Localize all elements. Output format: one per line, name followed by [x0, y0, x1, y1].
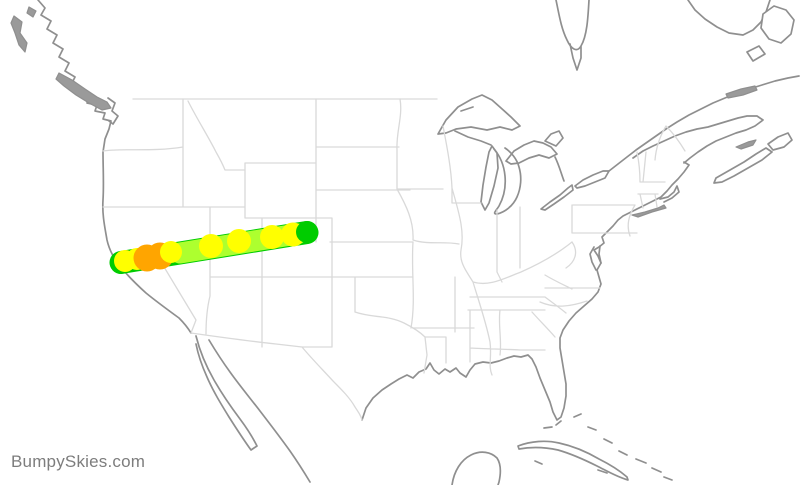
- nova-scotia: [713, 147, 773, 184]
- turbulence-marker-yellow: [199, 234, 223, 258]
- georgian-bay: [544, 130, 564, 147]
- isle-royale: [460, 106, 474, 112]
- cuba-coastline: [517, 440, 629, 481]
- prince-edward-island: [735, 139, 757, 150]
- coastlines: [10, 0, 800, 485]
- cape-cod: [659, 185, 680, 203]
- turbulence-marker-yellow: [227, 229, 251, 253]
- turbulence-marker-yellow: [260, 225, 284, 249]
- baja-california-coastline: [195, 335, 258, 451]
- turbulence-marker-green: [296, 221, 318, 243]
- florida-keys: [543, 420, 562, 429]
- st-lawrence-north-shore: [608, 75, 800, 172]
- bahamas-islands: [573, 413, 673, 481]
- lake-superior: [437, 94, 521, 135]
- michigan-peninsulas-outline: [454, 130, 565, 215]
- lake-huron: [505, 140, 558, 165]
- newfoundland: [746, 5, 795, 62]
- central-state-borders: [396, 98, 601, 376]
- labrador-coastline: [687, 0, 771, 36]
- long-island: [631, 204, 667, 218]
- mexico-mainland-coastline: [208, 339, 311, 483]
- hudson-bay-coastline: [555, 0, 590, 71]
- cape-breton-island: [767, 132, 793, 151]
- pacific-coastline: [37, 0, 192, 334]
- chesapeake-bay-detail: [589, 245, 602, 271]
- turbulence-marker-yellow: [160, 241, 182, 263]
- turbulence-flight-path: [109, 221, 319, 274]
- lake-ontario: [574, 170, 610, 189]
- haida-gwaii-islands: [10, 6, 37, 53]
- puget-sound-coast: [107, 97, 119, 125]
- vancouver-island: [55, 72, 112, 111]
- yucatan-coastline: [451, 451, 502, 485]
- anticosti-island: [725, 85, 758, 99]
- lake-michigan: [480, 145, 499, 211]
- bumpyskies-watermark: BumpySkies.com: [11, 452, 146, 471]
- eastern-state-borders: [565, 125, 686, 269]
- gulf-atlantic-coastline: [361, 161, 690, 421]
- st-lawrence-south-shore-gaspe: [632, 115, 764, 164]
- lake-erie: [540, 184, 574, 211]
